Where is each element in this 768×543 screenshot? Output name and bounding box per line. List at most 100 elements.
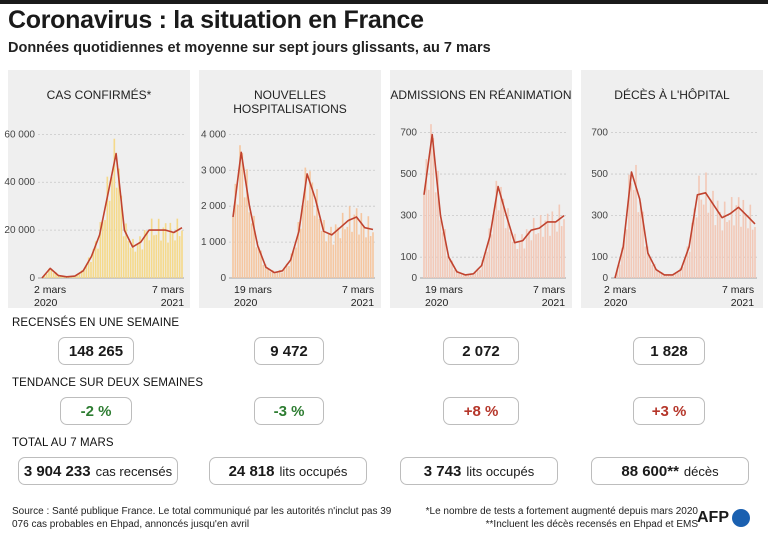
daily-bar-icu [474, 271, 477, 278]
daily-bar-icu [430, 124, 432, 278]
daily-bar-deaths [628, 174, 630, 278]
daily-bar-deaths [723, 201, 726, 278]
weekly-value-icu: 2 072 [443, 337, 519, 365]
daily-bar-icu [558, 204, 561, 278]
total-unit-hosp: lits occupés [279, 463, 348, 479]
daily-bar-hosp [281, 272, 283, 278]
daily-bar-icu [537, 233, 540, 278]
daily-bar-icu [495, 180, 498, 278]
daily-bar-hosp [327, 232, 330, 278]
daily-bar-cases [139, 236, 141, 278]
daily-bar-cases [125, 223, 127, 278]
daily-bar-cases [155, 234, 158, 278]
daily-bar-deaths [642, 211, 644, 278]
daily-bar-hosp [257, 246, 260, 278]
daily-bar-cases [92, 249, 95, 278]
daily-bar-hosp [316, 189, 318, 278]
daily-bar-cases [176, 218, 179, 278]
moving-average-line-hosp [232, 151, 374, 274]
daily-bar-icu [434, 192, 437, 278]
daily-bar-cases [160, 240, 162, 278]
daily-bar-deaths [691, 222, 693, 278]
daily-bar-hosp [239, 145, 241, 278]
daily-bar-hosp [269, 271, 272, 278]
date-end-icu: 7 mars 2021 [533, 284, 566, 309]
daily-bar-deaths [733, 225, 735, 278]
daily-bar-cases [122, 236, 125, 278]
daily-bar-cases [113, 138, 116, 278]
ytick-deaths-0: 0 [602, 273, 608, 284]
daily-bar-hosp [288, 266, 290, 278]
daily-bar-deaths [744, 214, 747, 278]
daily-bar-icu [563, 219, 565, 278]
daily-bar-deaths [667, 274, 670, 278]
daily-bar-icu [514, 233, 516, 278]
daily-bar-icu [481, 260, 484, 278]
page-subtitle: Données quotidiennes et moyenne sur sept… [8, 40, 491, 56]
daily-bar-hosp [330, 226, 332, 278]
chart-hospitalisations: 0 1 000 2 000 3 000 4 000 [201, 129, 375, 284]
daily-bar-hosp [341, 212, 344, 278]
daily-bar-hosp [353, 214, 356, 278]
daily-bar-icu [516, 248, 519, 278]
daily-bar-cases [118, 168, 120, 278]
daily-bar-icu [488, 228, 491, 278]
total-value-hosp: 24 818 [228, 462, 275, 480]
daily-bar-icu [507, 208, 509, 278]
total-value-icu: 3 743 [423, 462, 462, 480]
daily-bar-cases [150, 218, 153, 278]
daily-bar-icu [497, 210, 500, 278]
daily-bar-deaths [625, 229, 628, 278]
daily-bar-icu [502, 198, 505, 278]
ytick-icu-0: 0 [411, 273, 417, 284]
chart-deaths: 0 100 300 500 700 [591, 127, 757, 284]
daily-bar-cases [80, 270, 83, 278]
daily-bar-deaths [677, 272, 679, 278]
daily-bar-icu [476, 268, 479, 278]
daily-bar-deaths [751, 229, 754, 278]
daily-bar-deaths [707, 212, 710, 278]
daily-bar-icu [500, 186, 502, 278]
footnote-deaths: **Incluent les décès recensés en Ehpad e… [485, 519, 698, 530]
daily-bar-icu [556, 231, 558, 278]
daily-bar-deaths [700, 199, 703, 278]
daily-bar-hosp [362, 226, 365, 278]
daily-bar-deaths [726, 221, 728, 278]
daily-bar-icu [511, 241, 514, 278]
ytick-icu-2: 300 [400, 211, 417, 222]
section-label-total: TOTAL AU 7 MARS [12, 437, 114, 449]
trend-value-hosp: -3 % [254, 397, 324, 425]
daily-bar-icu [453, 269, 456, 278]
daily-bar-icu [549, 235, 551, 278]
daily-bar-hosp [274, 273, 276, 278]
daily-bar-icu [535, 234, 537, 278]
daily-bar-deaths [740, 226, 742, 278]
daily-bar-icu [439, 220, 442, 278]
daily-bar-hosp [236, 204, 239, 278]
total-value-cases: 3 904 233 [23, 462, 91, 480]
daily-bar-icu [467, 274, 470, 278]
daily-bar-deaths [698, 175, 700, 278]
daily-bar-icu [530, 240, 533, 278]
daily-bar-deaths [635, 164, 637, 278]
daily-bar-icu [518, 240, 521, 278]
daily-bar-icu [451, 260, 453, 278]
daily-bar-icu [493, 213, 495, 278]
daily-bar-cases [129, 247, 132, 278]
daily-bar-cases [101, 221, 104, 278]
daily-bar-hosp [311, 182, 314, 278]
ytick-deaths-2: 300 [591, 211, 608, 222]
ytick-deaths-3: 500 [591, 169, 608, 180]
daily-bar-deaths [714, 225, 717, 278]
daily-bar-cases [48, 268, 50, 278]
daily-bar-hosp [250, 223, 253, 278]
daily-bar-cases [136, 243, 139, 278]
daily-bar-deaths [754, 227, 756, 278]
daily-bar-cases [162, 227, 165, 278]
daily-bar-deaths [672, 273, 675, 278]
daily-bar-hosp [351, 231, 353, 278]
total-icu: 3 743 lits occupés [400, 457, 558, 485]
daily-bar-icu [490, 234, 493, 278]
daily-bar-cases [94, 241, 97, 278]
daily-bar-cases [143, 230, 146, 278]
